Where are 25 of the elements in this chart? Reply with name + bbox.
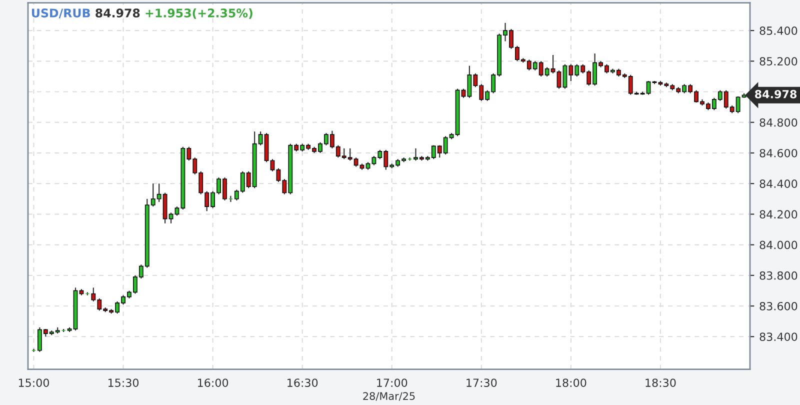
y-tick-label: 85.200 xyxy=(760,57,798,66)
x-tick-label: 15:00 xyxy=(18,378,50,387)
x-tick-label: 17:00 xyxy=(377,378,408,387)
x-tick-label: 17:30 xyxy=(466,378,497,387)
x-tick-label: 18:00 xyxy=(556,378,586,387)
y-tick-label: 83.600 xyxy=(760,302,798,310)
y-tick-label: 83.800 xyxy=(760,271,798,280)
y-tick-label: 83.400 xyxy=(760,332,798,341)
y-tick-label: 84.800 xyxy=(760,118,798,127)
y-tick-label: 84.400 xyxy=(760,180,798,188)
y-tick-label: 84.600 xyxy=(760,148,798,158)
chart-title: USD/RUB xyxy=(32,8,90,18)
annotation: +1.953(+2.35%) xyxy=(146,8,252,19)
y-tick-label: 84.000 xyxy=(760,240,798,250)
x-axis-title: 28/Mar/25 xyxy=(363,392,415,401)
y-tick-label: 85.400 xyxy=(760,26,798,35)
text: 84.978 xyxy=(755,90,797,98)
y-tick-label: 84.200 xyxy=(760,210,798,219)
candlestick xyxy=(556,70,562,90)
x-tick-label: 16:30 xyxy=(288,378,318,387)
candlestick xyxy=(270,158,275,172)
chart-subtitle: 84.978 xyxy=(96,8,140,18)
x-tick-label: 18:30 xyxy=(646,378,676,387)
x-tick-label: 15:30 xyxy=(108,378,139,387)
x-tick-label: 16:00 xyxy=(198,378,228,387)
